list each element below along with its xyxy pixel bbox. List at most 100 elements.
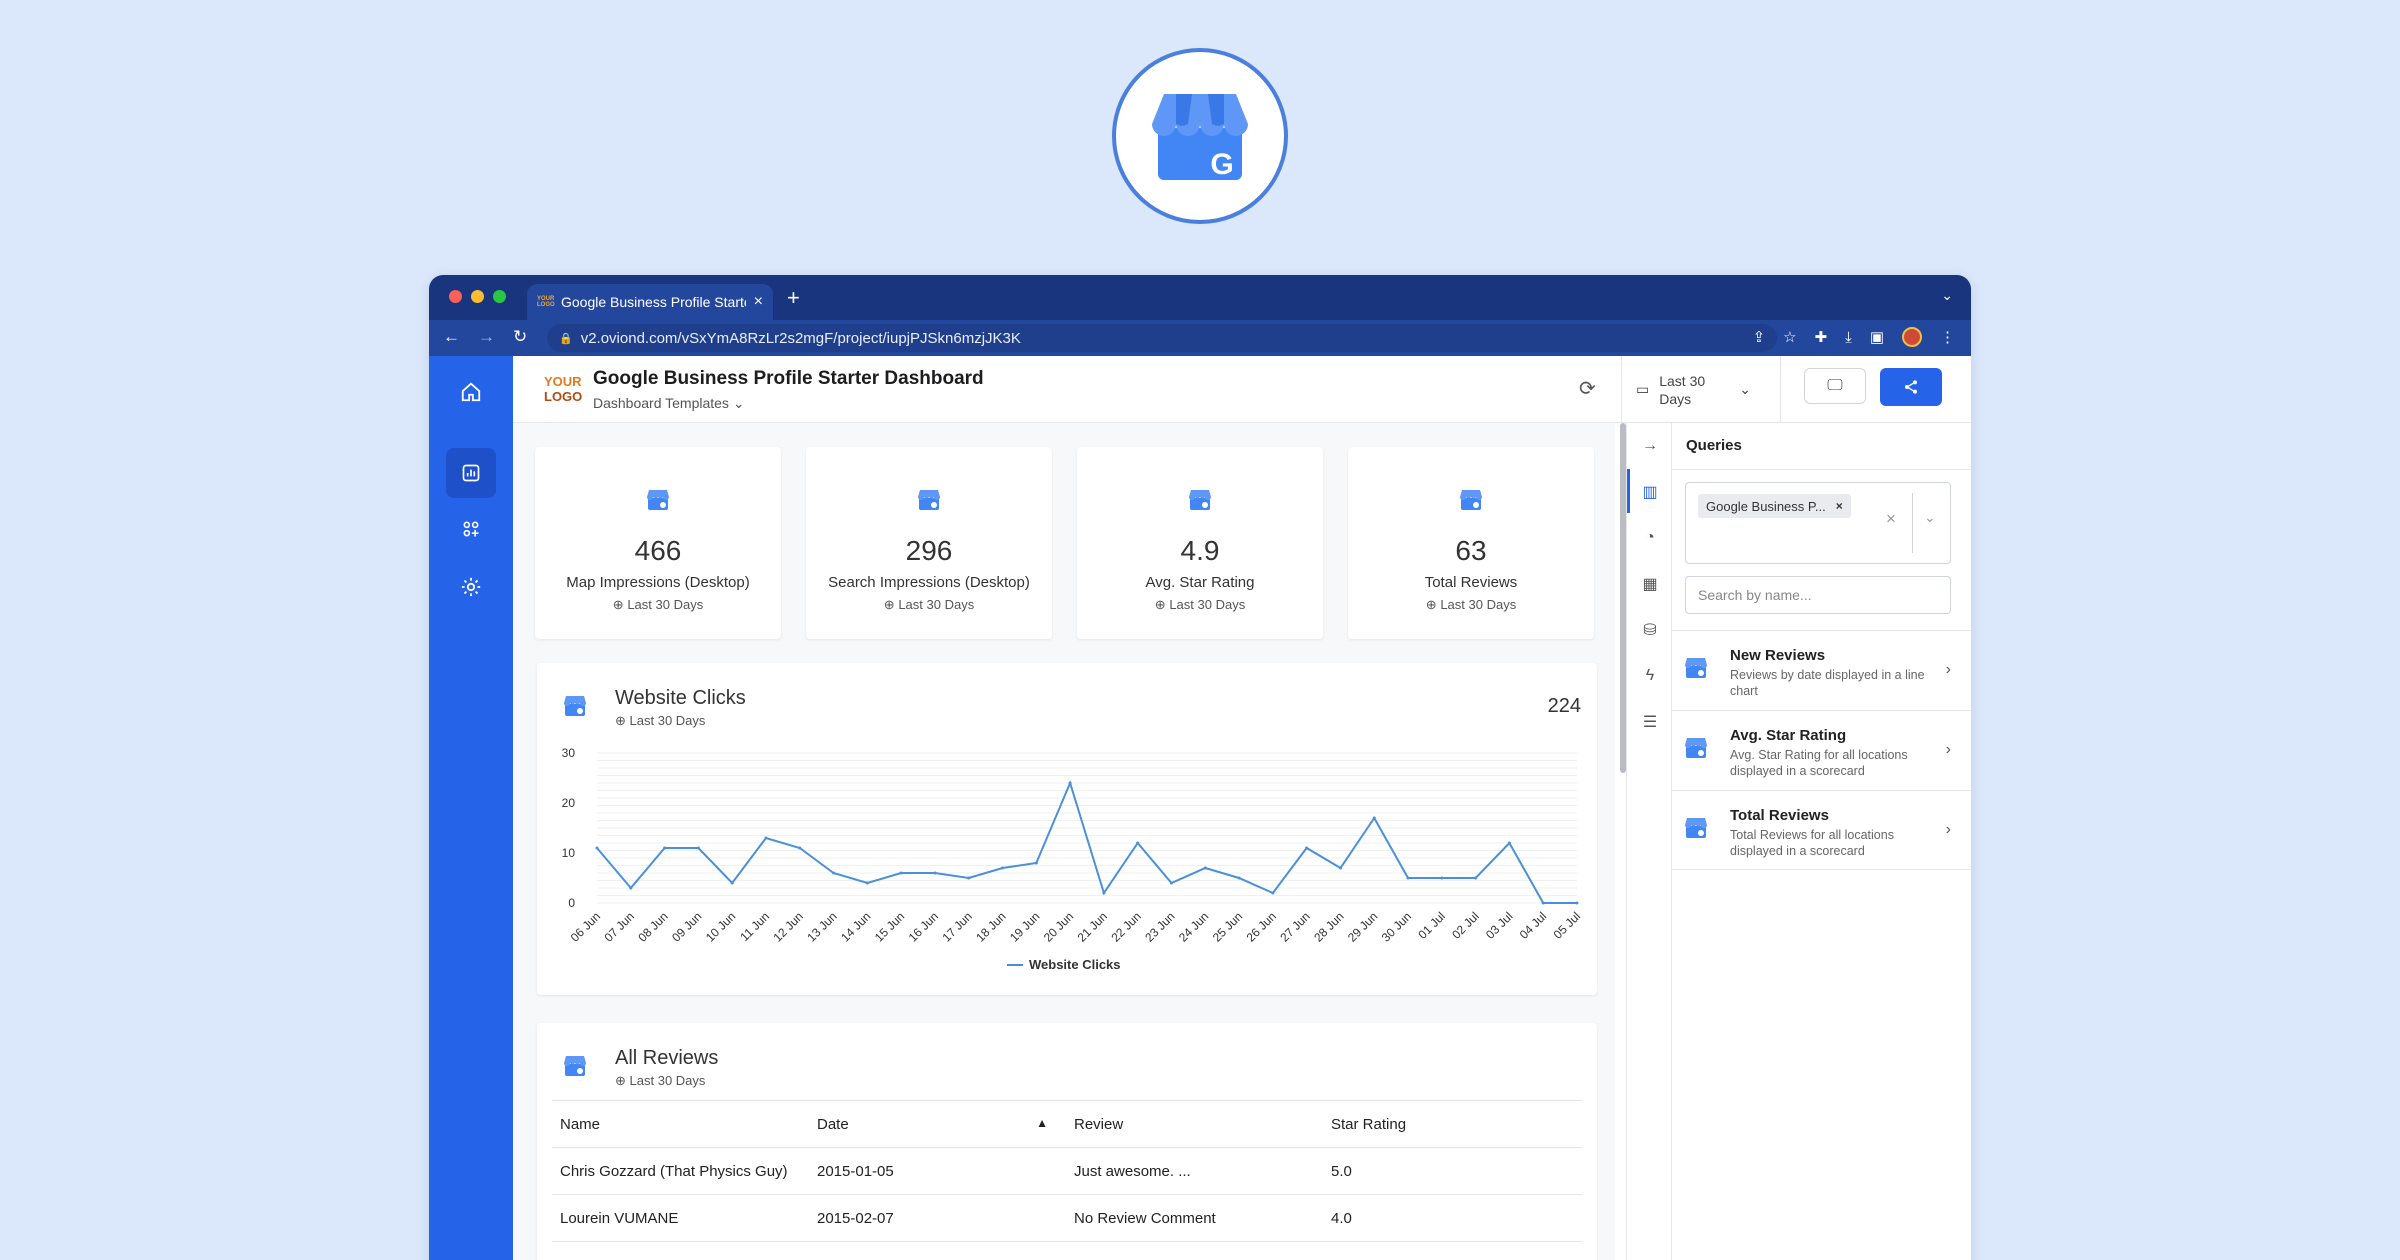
queries-panel: Queries Google Business P... × × ⌄ New R… [1671,423,1971,1260]
kpi-card[interactable]: 63 Total Reviews ⊕ Last 30 Days [1348,447,1594,639]
selected-chip[interactable]: Google Business P... × [1698,494,1851,518]
monitor-icon: 🖵 [1827,377,1843,394]
table-row: Chris Gozzard (That Physics Guy) 2015-01… [552,1147,1582,1195]
grid-icon[interactable]: ▦ [1642,576,1658,593]
cell-name: Chris Gozzard (That Physics Guy) [552,1147,809,1195]
minimize-window-button[interactable] [471,290,484,303]
column-header-date[interactable]: Date ▲ [809,1100,1066,1148]
svg-text:G: G [1210,148,1233,181]
download-icon[interactable]: ⤓ [1845,328,1852,346]
x-tick-label: 29 Jun [1345,909,1380,944]
new-tab-icon[interactable]: + [787,285,800,310]
kpi-card[interactable]: 296 Search Impressions (Desktop) ⊕ Last … [806,447,1052,639]
database-icon[interactable]: ⛁ [1643,622,1657,639]
forward-icon[interactable]: → [478,327,495,346]
data-point [764,836,768,840]
data-point [1305,846,1309,850]
data-point [1406,876,1410,880]
home-icon[interactable] [446,367,496,417]
reviews-table: Name Date ▲ Review Star Rating Chris Gozz… [552,1100,1582,1242]
remove-chip-icon[interactable]: × [1835,499,1843,513]
reload-icon[interactable]: ↻ [513,327,528,346]
kpi-value: 63 [1455,535,1487,566]
data-point [1541,901,1545,905]
website-clicks-card[interactable]: Website Clicks ⊕ Last 30 Days 224 0 10 20 3… [537,663,1597,995]
canvas-scrollbar[interactable] [1620,423,1626,773]
date-range-picker[interactable]: ▭ Last 30 Days ⌄ [1621,356,1781,423]
kpi-period: ⊕ Last 30 Days [612,597,704,612]
maximize-window-button[interactable] [493,290,506,303]
address-bar[interactable]: 🔒 v2.oviond.com/vSxYmA8RzLr2s2mgF/projec… [547,324,1777,352]
gbp-icon [646,489,670,516]
share-page-icon[interactable]: ⇪ [1752,329,1766,346]
x-tick-label: 19 Jun [1007,909,1042,944]
kpi-card[interactable]: 4.9 Avg. Star Rating ⊕ Last 30 Days [1077,447,1323,639]
data-point [1474,876,1478,880]
extensions-icon[interactable]: ✚ [1814,329,1828,346]
integrations-icon[interactable] [446,504,496,554]
clear-icon[interactable]: × [1886,509,1896,528]
x-tick-label: 24 Jun [1176,909,1211,944]
close-window-button[interactable] [449,290,462,303]
settings-gear-icon[interactable] [446,562,496,612]
bar-chart-icon[interactable]: ▥ [1642,484,1658,501]
x-tick-label: 04 Jul [1517,909,1550,942]
column-header-star-rating[interactable]: Star Rating [1323,1100,1582,1148]
all-reviews-card[interactable]: All Reviews ⊕ Last 30 Days Name Date ▲ Re… [537,1023,1597,1260]
x-tick-label: 17 Jun [939,909,974,944]
bookmark-star-icon[interactable]: ☆ [1783,329,1797,346]
query-item-total-reviews[interactable]: Total Reviews Total Reviews for all loca… [1672,790,1971,870]
data-point [798,846,802,850]
collapse-panel-icon[interactable]: → [1642,437,1658,454]
kpi-card[interactable]: 466 Map Impressions (Desktop) ⊕ Last 30 … [535,447,781,639]
integration-select[interactable]: Google Business P... × × ⌄ [1685,482,1951,564]
cell-star-rating: 5.0 [1323,1147,1582,1195]
x-tick-label: 13 Jun [804,909,839,944]
dashboard-canvas: 466 Map Impressions (Desktop) ⊕ Last 30 … [513,423,1615,1260]
data-point [933,871,937,875]
kpi-value: 296 [905,535,953,566]
gbp-icon [1188,489,1212,516]
tab-close-icon[interactable]: × [753,293,763,310]
divider [1912,493,1913,553]
browser-menu-icon[interactable]: ⋮ [1940,329,1955,346]
sliders-icon[interactable]: ☰ [1642,714,1658,731]
data-point [899,871,903,875]
browser-tab[interactable]: YOUR LOGO Google Business Profile Starte… [527,284,773,320]
data-point [1338,866,1342,870]
data-point [629,886,633,890]
x-tick-label: 25 Jun [1210,909,1245,944]
dashboards-icon[interactable] [446,448,496,498]
data-point [1507,841,1511,845]
chevron-down-icon[interactable]: ⌄ [1924,509,1936,525]
sidepanel-icon[interactable]: ▣ [1869,329,1884,346]
present-button[interactable]: 🖵 [1804,368,1866,404]
tab-title: Google Business Profile Starter [561,294,746,310]
kpi-label: Search Impressions (Desktop) [828,574,1030,591]
lightning-icon[interactable]: ϟ [1645,667,1655,684]
globe-icon: ⊕ [883,597,895,612]
globe-icon: ⊕ [1154,597,1166,612]
x-tick-label: 05 Jul [1551,909,1584,942]
column-header-name[interactable]: Name [552,1100,809,1148]
kpi-period: ⊕ Last 30 Days [883,597,975,612]
data-point [1271,891,1275,895]
globe-icon: ⊕ [615,1073,626,1088]
query-item-avg-star-rating[interactable]: Avg. Star Rating Avg. Star Rating for al… [1672,710,1971,790]
card-period: ⊕ Last 30 Days [615,1073,706,1088]
pie-chart-icon[interactable]: ◔ [1645,529,1655,546]
query-search-input[interactable] [1685,576,1951,614]
column-header-review[interactable]: Review [1066,1100,1323,1148]
x-tick-label: 30 Jun [1379,909,1414,944]
share-button[interactable] [1880,368,1942,406]
breadcrumb-dropdown[interactable]: Dashboard Templates ⌄ [593,395,745,411]
url-text: v2.oviond.com/vSxYmA8RzLr2s2mgF/project/… [580,329,1021,347]
refresh-icon[interactable]: ⟳ [1579,378,1596,400]
card-period: ⊕ Last 30 Days [615,713,706,728]
google-business-profile-logo: G [1112,48,1288,224]
back-icon[interactable]: ← [443,327,460,346]
query-item-new-reviews[interactable]: New Reviews Reviews by date displayed in… [1672,630,1971,710]
profile-avatar[interactable] [1902,327,1922,347]
tab-search-chevron-icon[interactable]: ⌄ [1941,287,1953,303]
